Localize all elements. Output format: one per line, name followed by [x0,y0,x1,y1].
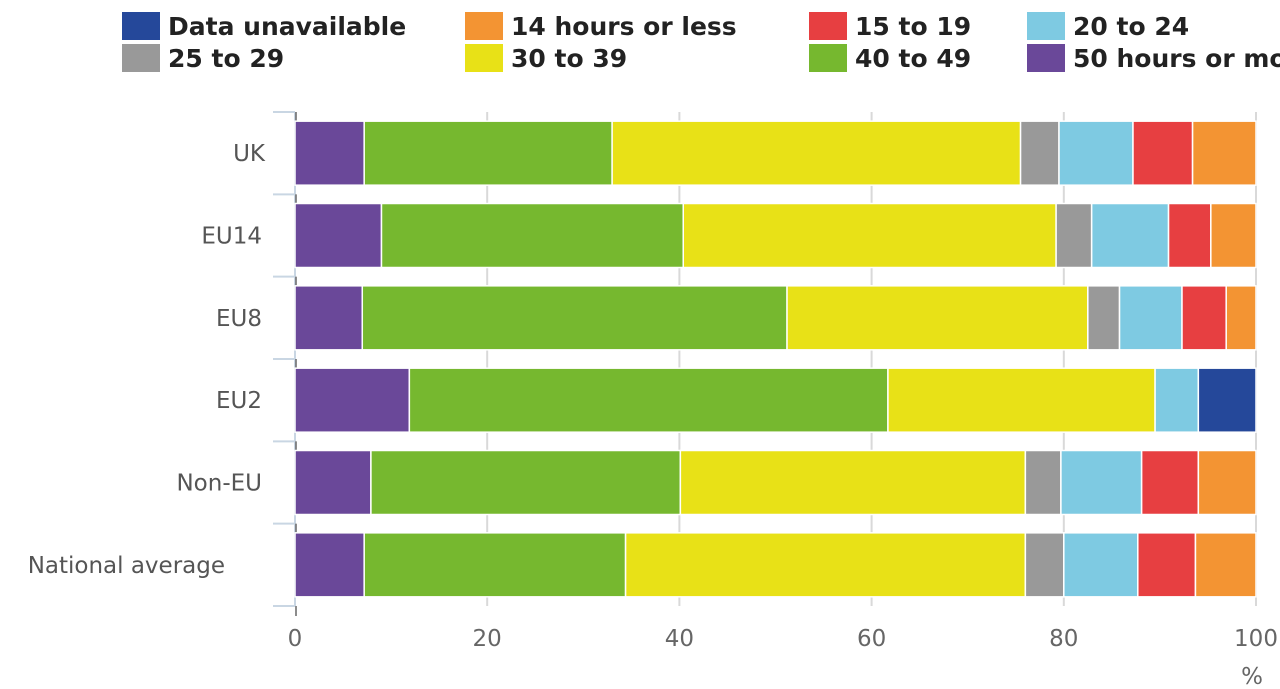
bar-non-eu-30-to-39 [679,449,1027,516]
legend-swatch [122,44,160,72]
bar-eu8-50-hours-or-more [294,285,364,351]
bar-national-average-40-to-49 [363,532,627,598]
bar-non-eu-25-to-29 [1024,449,1062,516]
bar-group-national-average [294,532,1257,598]
bar-eu8-40-to-49 [361,285,788,351]
bar-group-eu14 [294,202,1257,269]
bar-uk-30-to-39 [611,120,1022,186]
bar-non-eu-40-to-49 [370,449,682,516]
bar-eu8-15-to-19 [1181,285,1227,351]
legend-swatch [809,44,847,72]
category-label-national-average: National average [28,553,225,579]
legend-item-25-to-29: 25 to 29 [122,44,284,73]
bar-uk-14-hours-or-less [1191,120,1257,186]
bar-eu14-14-hours-or-less [1210,202,1257,269]
bar-national-average-30-to-39 [624,532,1027,598]
legend-label: Data unavailable [168,12,406,41]
bar-uk-20-to-24 [1058,120,1134,186]
legend-label: 14 hours or less [511,12,737,41]
x-tick-label-60: 60 [857,626,886,652]
legend-label: 15 to 19 [855,12,971,41]
x-tick-label-80: 80 [1049,626,1078,652]
bar-group-uk [294,120,1257,186]
legend-label: 25 to 29 [168,44,284,73]
x-axis: 0 20 40 60 80 100 [288,626,1278,652]
x-tick-label-0: 0 [288,626,303,652]
bar-group-non-eu [294,449,1257,516]
bar-eu14-30-to-39 [682,202,1057,269]
bar-eu2-20-to-24 [1154,367,1200,433]
gridlines [486,112,1257,606]
bar-eu14-15-to-19 [1167,202,1212,269]
bar-non-eu-15-to-19 [1140,449,1200,516]
legend-item-50-hours-or-more: 50 hours or more [1027,44,1280,73]
legend-swatch [465,12,503,40]
legend-item-40-to-49: 40 to 49 [809,44,971,73]
bar-national-average-15-to-19 [1137,532,1197,598]
bar-group-eu8 [294,285,1257,351]
legend-label: 40 to 49 [855,44,971,73]
legend-label: 30 to 39 [511,44,627,73]
legend-item-data-unavailable: Data unavailable [122,12,406,41]
category-label-eu2: EU2 [216,388,262,414]
x-tick-label-20: 20 [473,626,502,652]
bar-eu14-25-to-29 [1055,202,1093,269]
legend-label: 50 hours or more [1073,44,1280,73]
legend-label: 20 to 24 [1073,12,1189,41]
bar-non-eu-50-hours-or-more [294,449,372,516]
x-tick-label-100: 100 [1234,626,1278,652]
bar-eu2-40-to-49 [408,367,889,433]
bar-eu2-50-hours-or-more [294,367,411,433]
legend: Data unavailable 14 hours or less 15 to 19… [122,12,1280,73]
bar-eu8-14-hours-or-less [1225,285,1257,351]
bar-eu2-data-unavailable [1197,367,1257,433]
bar-national-average-25-to-29 [1024,532,1065,598]
legend-swatch [1027,44,1065,72]
category-label-eu8: EU8 [216,306,262,332]
bar-non-eu-20-to-24 [1060,449,1143,516]
bars [294,120,1257,598]
category-label-eu14: EU14 [201,224,262,250]
bar-uk-40-to-49 [363,120,613,186]
bar-eu14-20-to-24 [1090,202,1170,269]
x-tick-label-40: 40 [665,626,694,652]
bar-eu8-20-to-24 [1118,285,1183,351]
x-unit-label: % [1241,664,1263,689]
legend-item-30-to-39: 30 to 39 [465,44,627,73]
bar-non-eu-14-hours-or-less [1197,449,1257,516]
bar-national-average-20-to-24 [1063,532,1139,598]
bar-eu8-30-to-39 [786,285,1089,351]
legend-swatch [809,12,847,40]
bar-eu2-30-to-39 [887,367,1156,433]
legend-swatch [122,12,160,40]
bar-national-average-14-hours-or-less [1194,532,1257,598]
bar-eu8-25-to-29 [1087,285,1121,351]
legend-item-20-to-24: 20 to 24 [1027,12,1189,41]
bar-national-average-50-hours-or-more [294,532,365,598]
bar-uk-15-to-19 [1132,120,1194,186]
bar-uk-25-to-29 [1019,120,1060,186]
legend-item-15-to-19: 15 to 19 [809,12,971,41]
bar-uk-50-hours-or-more [294,120,365,186]
category-label-uk: UK [233,141,266,167]
legend-swatch [465,44,503,72]
category-label-non-eu: Non-EU [176,471,262,497]
y-axis: UK EU14 EU8 EU2 Non-EU National average [28,111,297,616]
bar-eu14-40-to-49 [380,202,684,269]
legend-swatch [1027,12,1065,40]
legend-item-14-hours-or-less: 14 hours or less [465,12,737,41]
bar-eu14-50-hours-or-more [294,202,383,269]
bar-group-eu2 [294,367,1257,433]
